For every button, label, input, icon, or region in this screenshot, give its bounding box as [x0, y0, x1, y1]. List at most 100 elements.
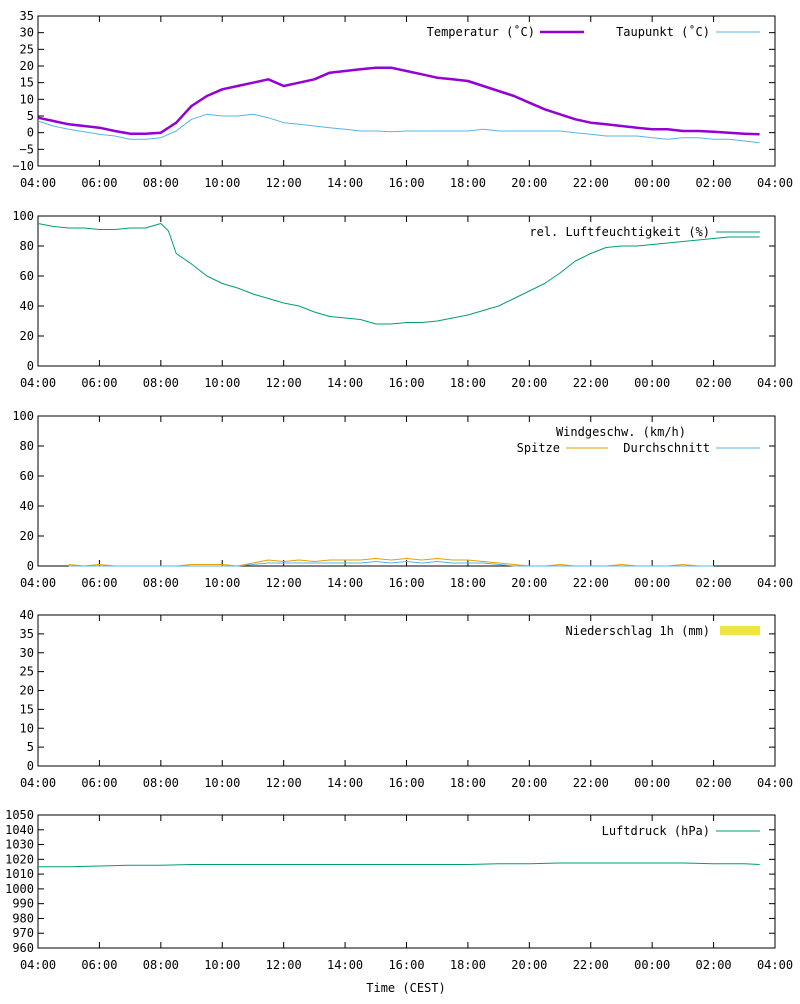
- x-tick-label: 18:00: [450, 958, 486, 972]
- legend-label-1: rel. Luftfeuchtigkeit (%): [529, 225, 710, 239]
- y-tick-label: 1040: [5, 823, 34, 837]
- y-tick-label: 15: [20, 702, 34, 716]
- y-tick-label: 980: [12, 911, 34, 925]
- x-tick-label: 02:00: [696, 176, 732, 190]
- y-tick-label: 1030: [5, 838, 34, 852]
- y-tick-label: 1050: [5, 808, 34, 822]
- x-tick-label: 18:00: [450, 376, 486, 390]
- x-tick-label: 02:00: [696, 958, 732, 972]
- y-tick-label: 0: [27, 559, 34, 573]
- x-tick-label: 04:00: [20, 958, 56, 972]
- y-tick-label: 60: [20, 269, 34, 283]
- legend-title: Windgeschw. (km/h): [556, 425, 686, 439]
- x-tick-label: 04:00: [20, 176, 56, 190]
- x-tick-label: 22:00: [573, 576, 609, 590]
- legend-label-2: Taupunkt (˚C): [616, 24, 710, 39]
- x-tick-label: 12:00: [266, 376, 302, 390]
- x-tick-label: 16:00: [388, 176, 424, 190]
- x-tick-label: 10:00: [204, 376, 240, 390]
- x-tick-label: 18:00: [450, 176, 486, 190]
- x-tick-label: 20:00: [511, 176, 547, 190]
- x-tick-label: 20:00: [511, 958, 547, 972]
- x-tick-label: 08:00: [143, 176, 179, 190]
- x-tick-label: 08:00: [143, 576, 179, 590]
- x-tick-label: 10:00: [204, 576, 240, 590]
- x-tick-label: 22:00: [573, 376, 609, 390]
- x-tick-label: 18:00: [450, 776, 486, 790]
- x-tick-label: 18:00: [450, 576, 486, 590]
- x-tick-label: 08:00: [143, 376, 179, 390]
- x-tick-label: 14:00: [327, 958, 363, 972]
- y-tick-label: 40: [20, 299, 34, 313]
- x-tick-label: 04:00: [757, 176, 793, 190]
- x-tick-label: 06:00: [81, 176, 117, 190]
- y-tick-label: 1000: [5, 882, 34, 896]
- y-tick-label: 40: [20, 499, 34, 513]
- y-tick-label: 60: [20, 469, 34, 483]
- x-tick-label: 02:00: [696, 376, 732, 390]
- x-tick-label: 08:00: [143, 776, 179, 790]
- x-tick-label: 16:00: [388, 958, 424, 972]
- legend-label-1: Luftdruck (hPa): [602, 824, 710, 838]
- y-tick-label: 20: [20, 684, 34, 698]
- y-tick-label: 1010: [5, 867, 34, 881]
- x-tick-label: 16:00: [388, 776, 424, 790]
- legend-label-1: Spitze: [517, 441, 560, 455]
- series-line-1: [37, 66, 760, 136]
- series-line-1: [37, 223, 760, 325]
- chart-panel-4: 0 5 10 15 20 25 30 35 40 04:00 06:00 08:00 10:00 12:0…: [20, 608, 794, 790]
- y-tick-label: 40: [20, 608, 34, 622]
- legend-label-1: Temperatur (˚C): [427, 24, 535, 39]
- x-tick-label: 06:00: [81, 376, 117, 390]
- x-tick-label: 12:00: [266, 576, 302, 590]
- y-tick-label: 970: [12, 926, 34, 940]
- legend-label-2: Durchschnitt: [623, 441, 710, 455]
- x-tick-label: 04:00: [757, 958, 793, 972]
- x-tick-label: 14:00: [327, 376, 363, 390]
- x-tick-label: 04:00: [757, 776, 793, 790]
- y-tick-label: 5: [27, 109, 34, 123]
- y-tick-label: 80: [20, 439, 34, 453]
- series-line-2: [37, 113, 760, 144]
- x-tick-label: 06:00: [81, 958, 117, 972]
- x-tick-label: 04:00: [20, 376, 56, 390]
- series-line-2: [68, 561, 714, 567]
- x-tick-label: 02:00: [696, 776, 732, 790]
- y-tick-label: 0: [27, 759, 34, 773]
- legend-label-1: Niederschlag 1h (mm): [566, 624, 711, 638]
- chart-panel-1: −10 −5 0 5 10 15 20 25 30 35 04:00 06:00 08:00 10:00 1…: [12, 9, 793, 190]
- x-tick-label: 10:00: [204, 958, 240, 972]
- x-tick-label: 00:00: [634, 776, 670, 790]
- y-tick-label: 100: [12, 209, 34, 223]
- x-tick-label: 10:00: [204, 176, 240, 190]
- y-tick-label: 0: [27, 126, 34, 140]
- chart-panel-2: 0 20 40 60 80 100 04:00 06:00 08:00 10:00 12:00 14:…: [12, 209, 793, 390]
- y-tick-label: 20: [20, 329, 34, 343]
- x-axis-title: Time (CEST): [366, 981, 445, 995]
- y-tick-label: 35: [20, 9, 34, 23]
- x-tick-label: 06:00: [81, 576, 117, 590]
- y-tick-label: −5: [20, 142, 34, 156]
- y-tick-label: 80: [20, 239, 34, 253]
- x-tick-label: 04:00: [20, 776, 56, 790]
- y-tick-label: 25: [20, 665, 34, 679]
- x-tick-label: 22:00: [573, 958, 609, 972]
- y-tick-label: 20: [20, 529, 34, 543]
- x-tick-label: 04:00: [20, 576, 56, 590]
- y-tick-label: 1020: [5, 852, 34, 866]
- y-tick-label: 30: [20, 26, 34, 40]
- x-tick-label: 02:00: [696, 576, 732, 590]
- x-tick-label: 22:00: [573, 176, 609, 190]
- x-tick-label: 04:00: [757, 576, 793, 590]
- charts-root: −10 −5 0 5 10 15 20 25 30 35 04:00 06:00 08:00 10:00 1…: [5, 9, 793, 972]
- series-line-1: [38, 862, 760, 868]
- x-tick-label: 08:00: [143, 958, 179, 972]
- y-tick-label: 5: [27, 740, 34, 754]
- y-tick-label: 0: [27, 359, 34, 373]
- x-tick-label: 06:00: [81, 776, 117, 790]
- x-tick-label: 16:00: [388, 576, 424, 590]
- x-tick-label: 22:00: [573, 776, 609, 790]
